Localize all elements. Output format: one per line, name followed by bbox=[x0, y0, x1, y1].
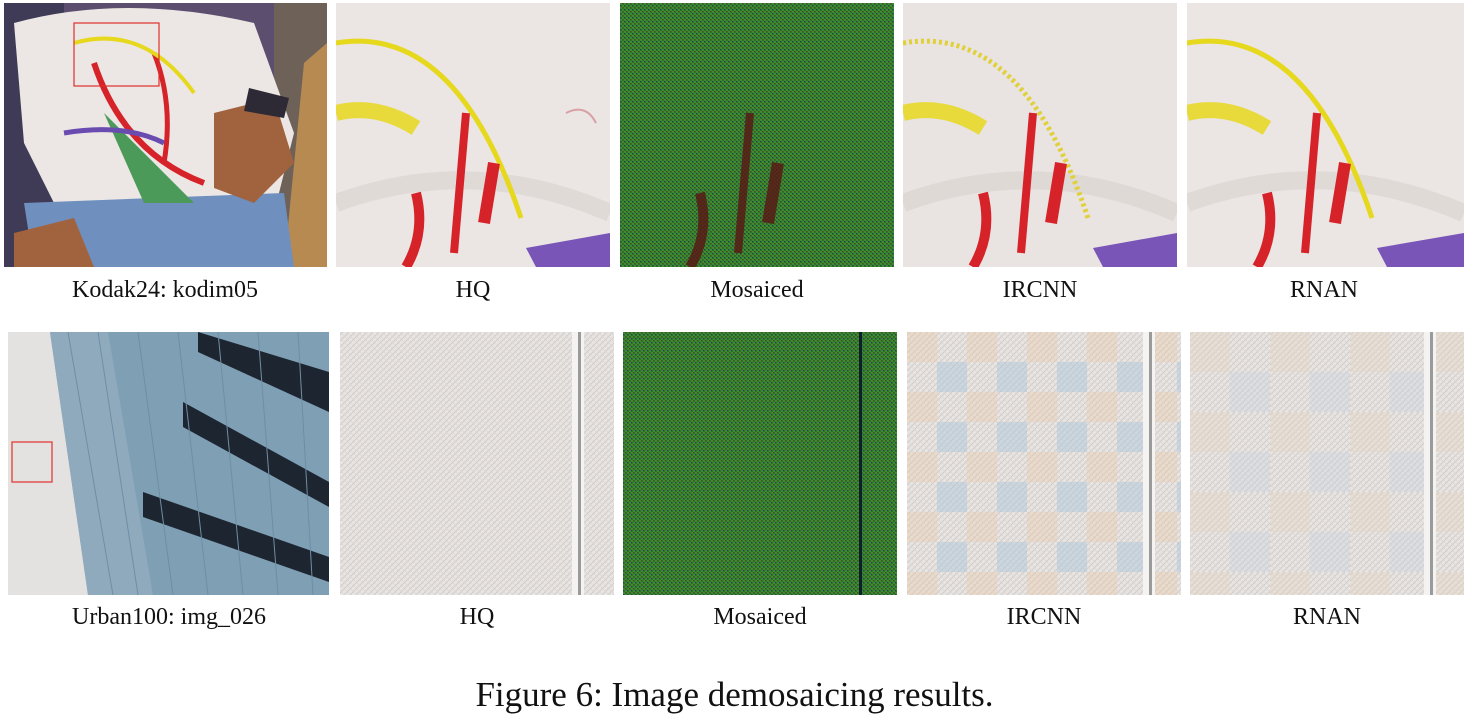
kodak-source-label: Kodak24: kodim05 bbox=[72, 277, 258, 303]
urban-mosaiced-label: Mosaiced bbox=[713, 604, 807, 630]
urban-source-label: Urban100: img_026 bbox=[72, 604, 266, 630]
figure-caption: Figure 6: Image demosaicing results. bbox=[475, 675, 994, 714]
urban-rnan-label: RNAN bbox=[1292, 604, 1361, 630]
kodak-rnan-label: RNAN bbox=[1289, 277, 1358, 303]
urban-original-image bbox=[8, 332, 329, 595]
urban-hq-label: HQ bbox=[459, 604, 495, 630]
urban-hq-crop bbox=[340, 332, 614, 595]
urban-ircnn-crop bbox=[907, 332, 1181, 595]
urban-mosaiced-crop bbox=[623, 332, 897, 595]
kodak-hq-crop bbox=[336, 3, 610, 267]
kodak-mosaiced-label: Mosaiced bbox=[710, 277, 804, 303]
kodak-rnan-crop bbox=[1187, 3, 1464, 267]
kodak-mosaiced-crop bbox=[620, 3, 894, 267]
kodak-ircnn-label: IRCNN bbox=[1002, 277, 1078, 303]
urban-ircnn-label: IRCNN bbox=[1006, 604, 1082, 630]
kodak-ircnn-crop bbox=[903, 3, 1177, 267]
kodak-hq-label: HQ bbox=[455, 277, 491, 303]
kodak-original-image bbox=[4, 3, 327, 267]
urban-rnan-crop bbox=[1190, 332, 1464, 595]
